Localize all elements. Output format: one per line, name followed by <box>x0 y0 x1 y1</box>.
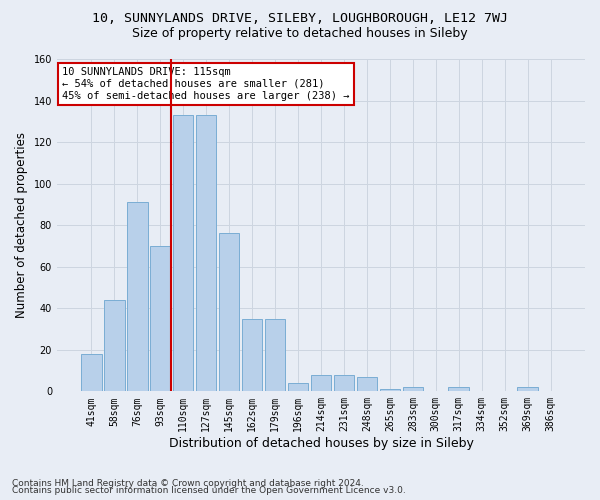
Bar <box>517 387 538 392</box>
Bar <box>334 374 354 392</box>
Bar <box>380 390 400 392</box>
Bar <box>127 202 148 392</box>
Y-axis label: Number of detached properties: Number of detached properties <box>15 132 28 318</box>
Bar <box>104 300 125 392</box>
Bar <box>448 387 469 392</box>
Bar <box>403 387 423 392</box>
Bar <box>242 318 262 392</box>
Bar <box>311 374 331 392</box>
Text: Contains public sector information licensed under the Open Government Licence v3: Contains public sector information licen… <box>12 486 406 495</box>
Bar <box>173 115 193 392</box>
Bar <box>356 377 377 392</box>
Bar <box>287 383 308 392</box>
Bar <box>196 115 217 392</box>
Bar <box>150 246 170 392</box>
Text: Size of property relative to detached houses in Sileby: Size of property relative to detached ho… <box>132 28 468 40</box>
X-axis label: Distribution of detached houses by size in Sileby: Distribution of detached houses by size … <box>169 437 473 450</box>
Bar <box>219 234 239 392</box>
Bar <box>265 318 286 392</box>
Text: Contains HM Land Registry data © Crown copyright and database right 2024.: Contains HM Land Registry data © Crown c… <box>12 478 364 488</box>
Text: 10, SUNNYLANDS DRIVE, SILEBY, LOUGHBOROUGH, LE12 7WJ: 10, SUNNYLANDS DRIVE, SILEBY, LOUGHBOROU… <box>92 12 508 26</box>
Text: 10 SUNNYLANDS DRIVE: 115sqm
← 54% of detached houses are smaller (281)
45% of se: 10 SUNNYLANDS DRIVE: 115sqm ← 54% of det… <box>62 68 350 100</box>
Bar <box>81 354 101 392</box>
